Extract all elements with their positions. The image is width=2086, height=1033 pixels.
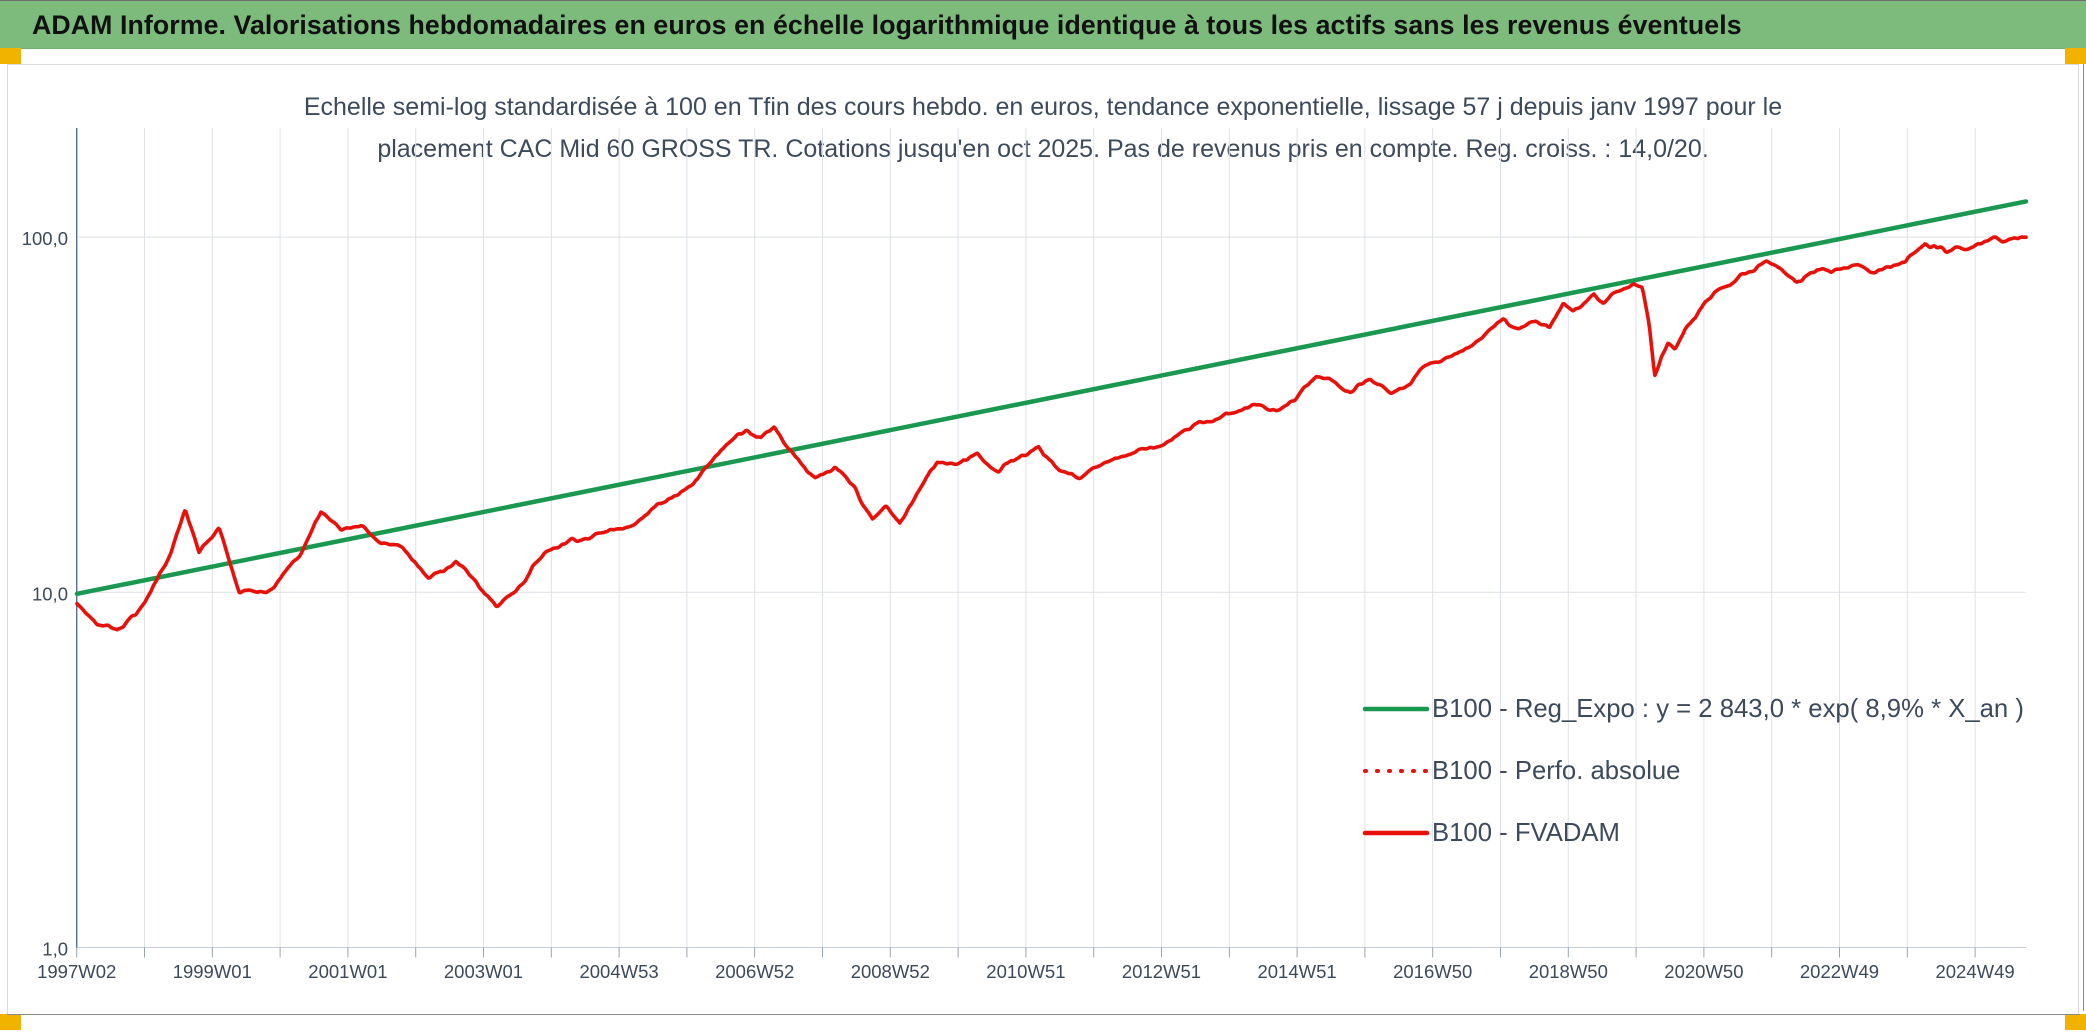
svg-text:2006W52: 2006W52 [715,961,794,982]
svg-text:2024W49: 2024W49 [1935,961,2014,982]
svg-text:2022W49: 2022W49 [1800,961,1879,982]
svg-text:1999W01: 1999W01 [173,961,252,982]
svg-text:B100 - Reg_Expo : y = 2 843,0: B100 - Reg_Expo : y = 2 843,0 * exp( 8,9… [1432,695,2024,723]
svg-text:2001W01: 2001W01 [308,961,387,982]
svg-text:1,0: 1,0 [42,939,68,960]
svg-text:2020W50: 2020W50 [1664,961,1743,982]
svg-text:2018W50: 2018W50 [1529,961,1608,982]
svg-text:2003W01: 2003W01 [444,961,523,982]
svg-text:2010W51: 2010W51 [986,961,1065,982]
svg-text:B100 - FVADAM: B100 - FVADAM [1432,819,1620,847]
svg-text:10,0: 10,0 [32,583,68,604]
svg-text:2008W52: 2008W52 [851,961,930,982]
svg-text:100,0: 100,0 [22,228,68,249]
svg-text:2016W50: 2016W50 [1393,961,1472,982]
svg-text:B100 - Perfo. absolue: B100 - Perfo. absolue [1432,757,1680,785]
svg-text:2012W51: 2012W51 [1122,961,1201,982]
svg-text:2004W53: 2004W53 [579,961,658,982]
svg-text:2014W51: 2014W51 [1257,961,1336,982]
svg-text:1997W02: 1997W02 [37,961,116,982]
